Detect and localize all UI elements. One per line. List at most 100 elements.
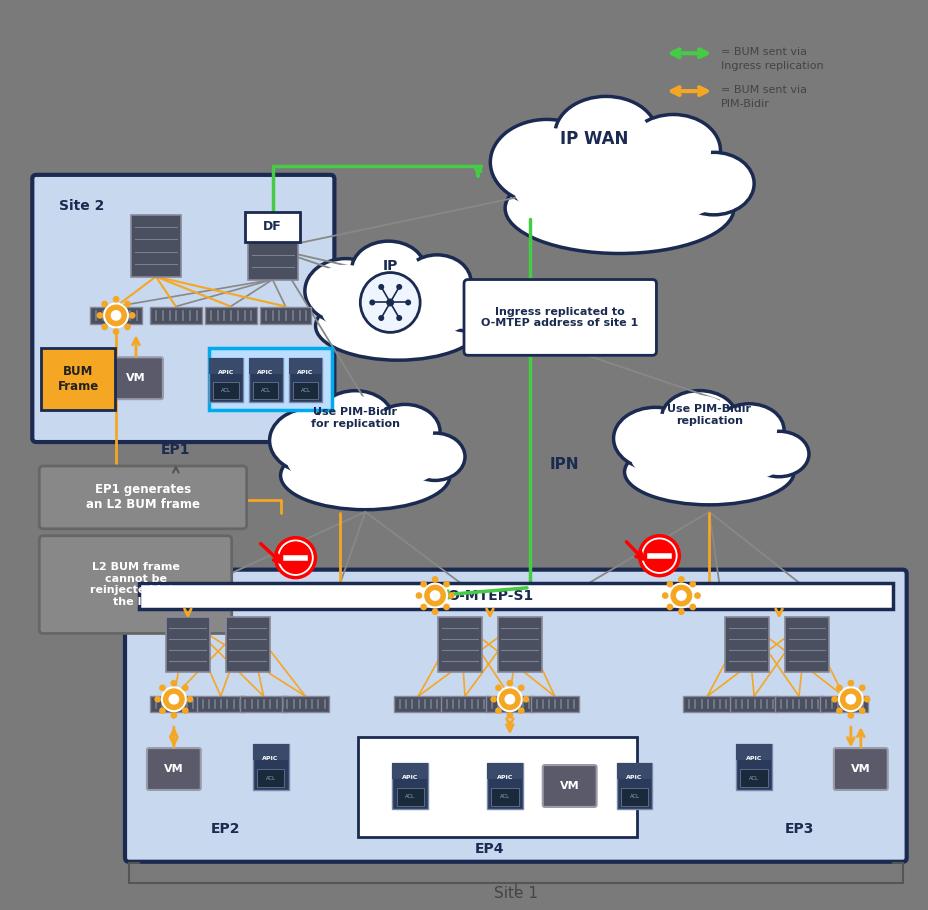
Circle shape — [846, 680, 853, 686]
FancyBboxPatch shape — [438, 617, 482, 672]
FancyBboxPatch shape — [784, 617, 828, 672]
Ellipse shape — [409, 260, 464, 305]
Ellipse shape — [403, 255, 470, 309]
FancyBboxPatch shape — [486, 763, 522, 809]
FancyBboxPatch shape — [32, 175, 334, 442]
Ellipse shape — [411, 438, 458, 475]
Ellipse shape — [748, 431, 808, 477]
Circle shape — [110, 310, 122, 321]
FancyBboxPatch shape — [209, 359, 242, 374]
Circle shape — [112, 329, 120, 335]
FancyBboxPatch shape — [392, 763, 428, 809]
Circle shape — [124, 300, 131, 308]
Circle shape — [112, 296, 120, 303]
Text: VM: VM — [126, 373, 146, 383]
Text: IP WAN: IP WAN — [560, 130, 628, 148]
FancyBboxPatch shape — [166, 617, 210, 672]
Ellipse shape — [490, 119, 602, 205]
Text: EP1 generates
an L2 BUM frame: EP1 generates an L2 BUM frame — [86, 483, 200, 511]
Text: O-MTEP-S1: O-MTEP-S1 — [446, 589, 533, 602]
FancyBboxPatch shape — [463, 279, 656, 355]
Text: ACL: ACL — [629, 794, 638, 800]
FancyBboxPatch shape — [616, 763, 651, 779]
Circle shape — [395, 284, 402, 290]
FancyBboxPatch shape — [244, 212, 300, 242]
FancyBboxPatch shape — [392, 763, 428, 779]
Ellipse shape — [377, 410, 432, 454]
Circle shape — [159, 684, 165, 692]
FancyBboxPatch shape — [725, 617, 768, 672]
Text: APIC: APIC — [262, 756, 278, 762]
FancyBboxPatch shape — [740, 769, 767, 787]
Circle shape — [831, 696, 837, 703]
Circle shape — [693, 592, 700, 599]
FancyBboxPatch shape — [248, 217, 297, 279]
Circle shape — [104, 303, 128, 328]
Circle shape — [846, 712, 853, 719]
Text: PIM-Bidir: PIM-Bidir — [720, 99, 769, 109]
Ellipse shape — [681, 159, 745, 208]
Text: ACL: ACL — [748, 775, 758, 781]
FancyBboxPatch shape — [729, 696, 778, 713]
Circle shape — [171, 680, 177, 686]
Circle shape — [182, 707, 188, 714]
Ellipse shape — [505, 163, 733, 254]
Ellipse shape — [714, 404, 783, 457]
FancyBboxPatch shape — [204, 307, 256, 324]
Text: BUM
Frame: BUM Frame — [58, 365, 98, 393]
Circle shape — [159, 707, 165, 714]
Text: VM: VM — [850, 764, 870, 774]
FancyBboxPatch shape — [149, 307, 201, 324]
Text: VM: VM — [164, 764, 184, 774]
Circle shape — [187, 696, 193, 703]
Circle shape — [676, 591, 686, 601]
Circle shape — [506, 680, 512, 686]
FancyBboxPatch shape — [819, 696, 867, 713]
Ellipse shape — [370, 404, 440, 460]
Ellipse shape — [357, 246, 419, 294]
FancyBboxPatch shape — [249, 359, 282, 402]
Circle shape — [689, 581, 695, 588]
Text: Ingress replication: Ingress replication — [720, 61, 823, 71]
FancyBboxPatch shape — [616, 763, 651, 809]
Text: APIC: APIC — [625, 775, 642, 780]
FancyBboxPatch shape — [147, 748, 200, 790]
FancyBboxPatch shape — [358, 737, 637, 837]
Circle shape — [835, 707, 842, 714]
Circle shape — [666, 581, 673, 588]
FancyBboxPatch shape — [257, 769, 284, 787]
Text: = BUM sent via: = BUM sent via — [720, 47, 806, 57]
FancyBboxPatch shape — [213, 382, 238, 399]
Ellipse shape — [625, 115, 720, 187]
FancyBboxPatch shape — [249, 359, 282, 374]
Ellipse shape — [499, 127, 593, 197]
Text: ACL: ACL — [405, 794, 415, 800]
Circle shape — [405, 299, 411, 306]
FancyBboxPatch shape — [497, 617, 541, 672]
Ellipse shape — [620, 413, 690, 463]
FancyBboxPatch shape — [485, 696, 534, 713]
Circle shape — [154, 696, 161, 703]
Text: IPN: IPN — [549, 458, 579, 472]
Text: = BUM sent via: = BUM sent via — [720, 86, 806, 96]
Circle shape — [858, 684, 865, 692]
FancyBboxPatch shape — [209, 349, 332, 410]
Text: IP: IP — [382, 258, 397, 273]
Circle shape — [677, 576, 684, 582]
Ellipse shape — [631, 435, 786, 485]
Circle shape — [161, 687, 186, 712]
Circle shape — [504, 693, 515, 704]
Circle shape — [129, 312, 135, 318]
Circle shape — [506, 712, 512, 719]
FancyBboxPatch shape — [39, 466, 247, 529]
Circle shape — [430, 591, 440, 601]
Circle shape — [419, 581, 427, 588]
Ellipse shape — [624, 439, 793, 505]
Text: APIC: APIC — [257, 369, 274, 375]
Circle shape — [642, 540, 675, 572]
Circle shape — [497, 687, 522, 712]
Ellipse shape — [436, 284, 495, 331]
FancyBboxPatch shape — [252, 744, 289, 790]
Circle shape — [838, 687, 862, 712]
Circle shape — [443, 603, 449, 611]
